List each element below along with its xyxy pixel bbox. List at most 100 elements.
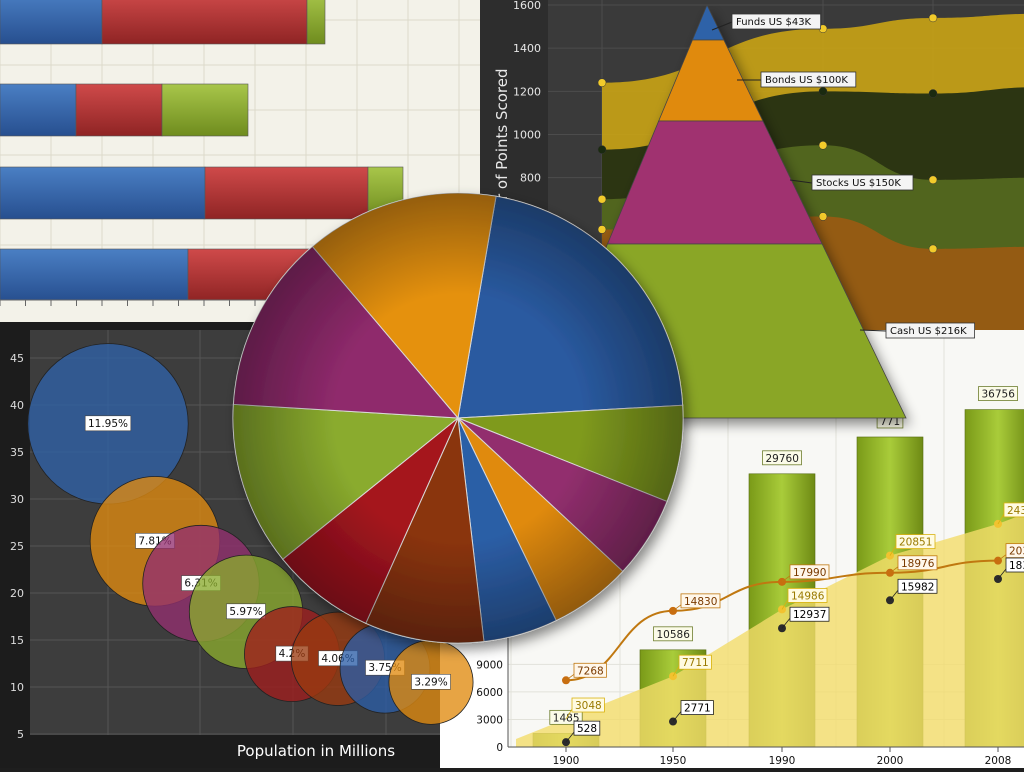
data-label: 7268 (577, 665, 604, 677)
bar-segment (101, 0, 308, 45)
data-label-connector (565, 673, 575, 681)
pyramid-label-connector (789, 179, 813, 184)
data-label-connector (565, 731, 575, 743)
x-tick-label: 1990 (769, 755, 796, 767)
bar-segment (204, 166, 369, 220)
y-tick-label: 800 (520, 172, 541, 185)
area-point (597, 78, 607, 87)
data-label-box (978, 386, 1018, 401)
data-label-connector (997, 554, 1007, 561)
pyramid-label-box (885, 322, 975, 339)
data-label: 18976 (901, 558, 935, 570)
data-label-box (1005, 557, 1024, 573)
pie-chart (232, 192, 684, 644)
y-tick-label: 3000 (476, 714, 503, 726)
column-data-labels: 1485105862976077136756726814830179901897… (549, 386, 1024, 743)
y-tick-label: 40 (10, 399, 24, 412)
y-tick-label: 10 (10, 681, 24, 694)
data-label-connector (889, 590, 899, 601)
data-label-connector (672, 604, 682, 612)
area-point (928, 13, 938, 23)
y-tick-label: 25 (10, 540, 24, 553)
column-axis: 0 3000 6000 9000 1900 1950 1990 2000 2008 (476, 330, 1024, 767)
pyramid-label: Stocks US $150K (816, 178, 901, 189)
area-point (928, 89, 938, 98)
data-label-box (789, 606, 830, 622)
x-tick-label: 1900 (553, 755, 580, 767)
bubble-label-box (226, 603, 266, 620)
area-point (818, 212, 828, 221)
pyramid-label: Funds US $43K (736, 17, 812, 28)
data-label-box (895, 534, 936, 549)
area-point (818, 141, 828, 150)
y-tick-label: 1400 (513, 42, 541, 55)
data-label: 17990 (793, 567, 826, 579)
pyramid-label-box (811, 174, 914, 191)
pyramid-label-connector (859, 329, 887, 332)
pyramid-label: Bonds US $100K (765, 75, 848, 86)
data-label: 12937 (793, 609, 826, 621)
pyramid-label-box (731, 13, 821, 30)
y-tick-label: 1000 (513, 129, 541, 142)
data-label-box (653, 626, 693, 642)
data-label-connector (672, 711, 682, 722)
data-label: 29760 (766, 453, 799, 465)
y-tick-label: 6000 (476, 687, 503, 699)
area-y-ticks: 800 1000 1200 1400 1600 (513, 0, 541, 185)
data-label: 14830 (684, 596, 717, 608)
data-label: 243 (1007, 505, 1024, 517)
area-point (928, 175, 938, 185)
area-y-axis-title: r of Points Scored (493, 68, 511, 200)
data-label-box (680, 593, 721, 609)
data-label-box (897, 555, 938, 571)
bubble-label-box (84, 415, 132, 432)
area-point (928, 244, 938, 254)
data-label: 771 (880, 416, 900, 428)
data-label: 14986 (791, 590, 825, 602)
x-tick-label: 2008 (985, 755, 1012, 767)
bar-segment (0, 83, 77, 137)
data-label-connector (781, 617, 791, 629)
data-label: 10586 (657, 629, 691, 641)
y-tick-label: 35 (10, 446, 24, 459)
bar-segment (75, 83, 163, 137)
stacked-bar-bars (0, 0, 404, 302)
data-label-connector (565, 708, 573, 720)
area-point (597, 145, 607, 154)
data-label: 15982 (901, 581, 934, 593)
data-label: 183 (1009, 560, 1024, 572)
data-label: 3048 (575, 700, 602, 712)
data-label-box (678, 654, 712, 670)
y-tick-label: 45 (10, 352, 24, 365)
bar-segment (0, 166, 206, 220)
data-label-box (762, 450, 802, 466)
bubble-points: 11.95%7.81%6.31%5.97%4.2%4.06%3.75%3.29% (27, 343, 474, 725)
data-label-box (573, 720, 601, 736)
data-label-connector (997, 513, 1005, 525)
data-label-box (789, 564, 830, 580)
y-tick-label: 20 (10, 587, 24, 600)
data-label-connector (781, 599, 789, 610)
y-tick-label: 0 (496, 742, 503, 754)
data-label: 203 (1009, 546, 1024, 558)
x-tick-label: 2000 (877, 755, 904, 767)
y-tick-label: 30 (10, 493, 24, 506)
y-tick-label: 1600 (513, 0, 541, 12)
data-label: 2771 (684, 703, 711, 715)
area-point (818, 87, 828, 96)
y-tick-label: 1200 (513, 85, 541, 98)
data-label: 7711 (682, 657, 709, 669)
data-label: 528 (577, 723, 597, 735)
data-label-box (680, 700, 714, 715)
data-label: 36756 (982, 389, 1016, 401)
pyramid-label-connector (711, 21, 733, 31)
data-label-box (787, 588, 828, 603)
bubble-label: 5.97% (229, 606, 262, 618)
bar-segment (306, 0, 326, 45)
bubble-label: 11.95% (88, 418, 128, 430)
data-label: 20851 (899, 537, 932, 549)
pyramid-label-box (760, 71, 857, 88)
bar-segment (0, 0, 103, 45)
y-tick-label: 5 (17, 728, 24, 741)
